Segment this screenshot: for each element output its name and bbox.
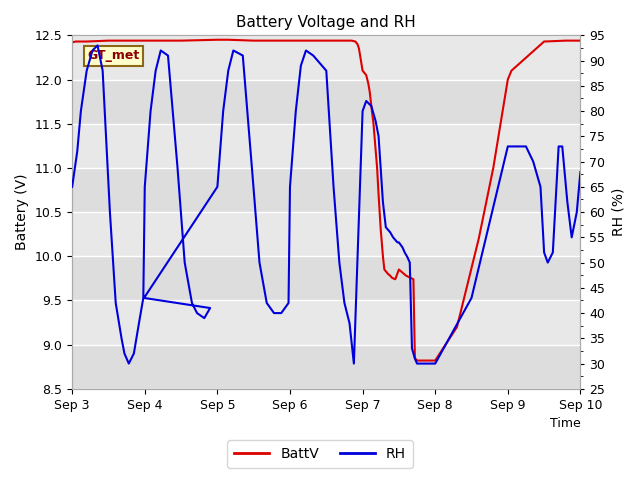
Y-axis label: RH (%): RH (%): [611, 188, 625, 236]
Bar: [72, 256, 580, 300]
Bar: [72, 345, 580, 389]
Legend: BattV, RH: BattV, RH: [227, 440, 413, 468]
Text: GT_met: GT_met: [88, 49, 140, 62]
Title: Battery Voltage and RH: Battery Voltage and RH: [236, 15, 416, 30]
Y-axis label: Battery (V): Battery (V): [15, 174, 29, 251]
Bar: [72, 80, 580, 124]
Text: Time: Time: [550, 417, 580, 430]
Bar: [72, 168, 580, 212]
